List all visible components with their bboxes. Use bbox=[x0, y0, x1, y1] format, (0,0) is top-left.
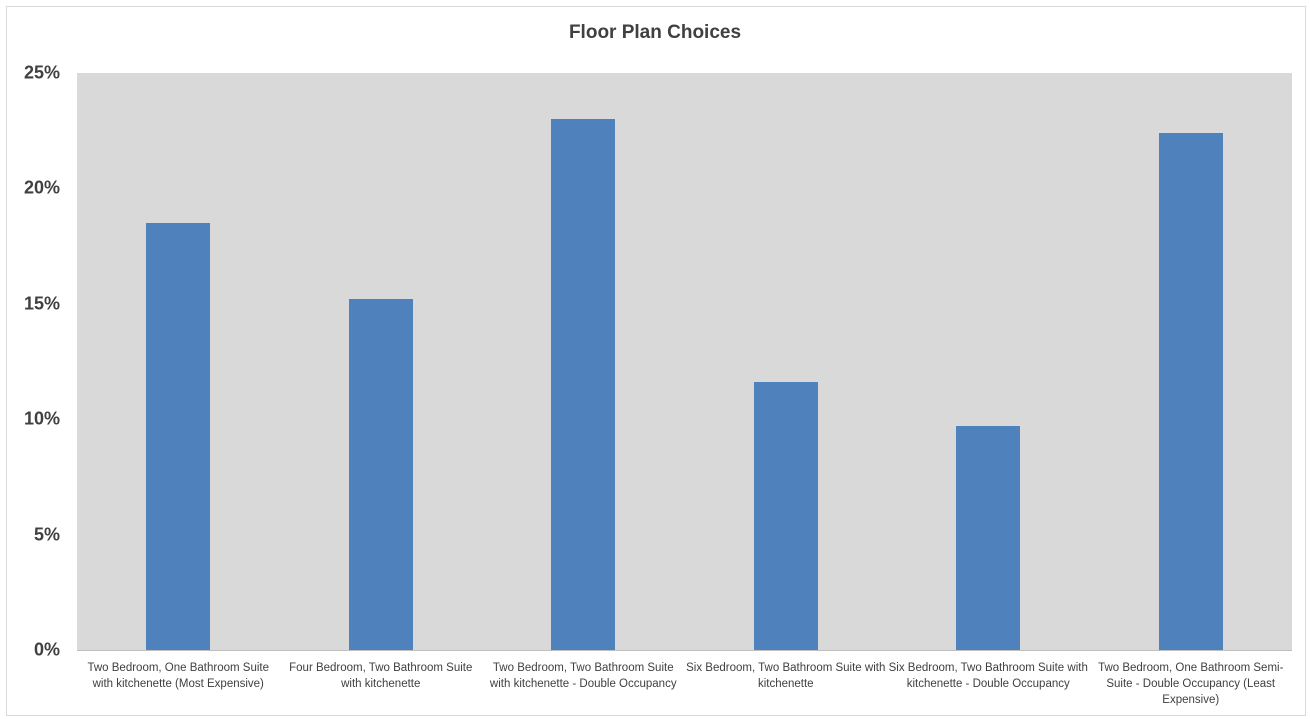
bar bbox=[348, 299, 413, 650]
bar bbox=[1158, 133, 1223, 650]
x-tick-label: Two Bedroom, Two Bathroom Suite with kit… bbox=[489, 662, 677, 690]
y-tick-label: 0% bbox=[33, 639, 60, 660]
y-tick-label: 5% bbox=[33, 524, 60, 545]
x-tick-label: Six Bedroom, Two Bathroom Suite with kit… bbox=[888, 662, 1088, 690]
x-tick-label: Six Bedroom, Two Bathroom Suite with kit… bbox=[686, 662, 886, 690]
plot-area bbox=[77, 73, 1292, 650]
chart-title: Floor Plan Choices bbox=[568, 22, 742, 43]
bar bbox=[551, 119, 616, 650]
y-tick-label: 10% bbox=[23, 408, 60, 429]
x-axis-line bbox=[77, 650, 1292, 651]
y-tick-label: 25% bbox=[23, 62, 60, 83]
bar bbox=[753, 382, 818, 650]
x-tick-label: Two Bedroom, One Bathroom Suite with kit… bbox=[87, 662, 270, 690]
x-tick-label: Four Bedroom, Two Bathroom Suite with ki… bbox=[289, 662, 473, 690]
bar bbox=[146, 223, 211, 650]
bar bbox=[956, 426, 1021, 650]
x-tick-label: Two Bedroom, One Bathroom Semi-Suite - D… bbox=[1098, 662, 1284, 706]
y-tick-label: 15% bbox=[23, 293, 60, 314]
y-tick-label: 20% bbox=[23, 177, 60, 198]
